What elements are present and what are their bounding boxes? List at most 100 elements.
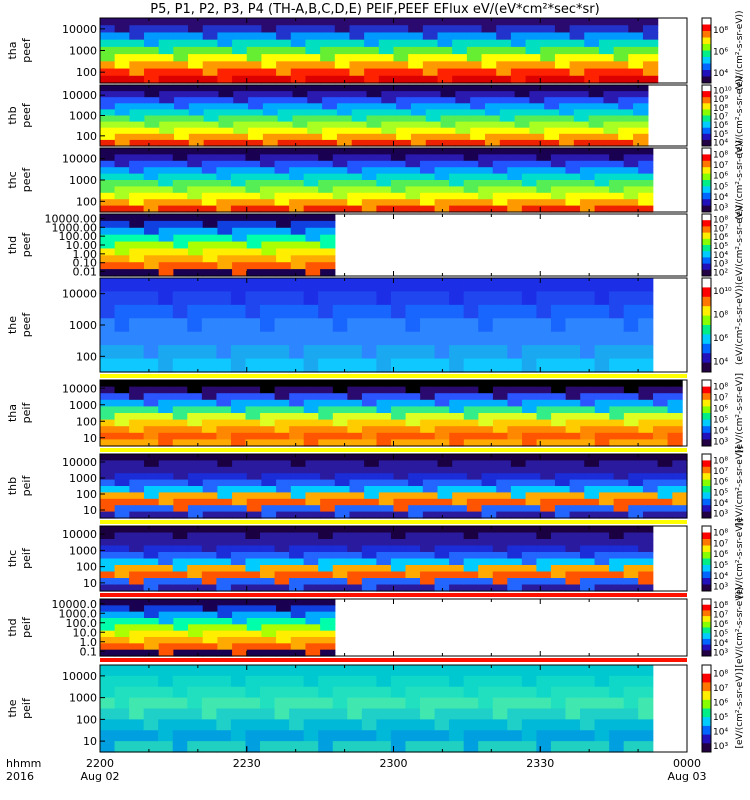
heatmap-cell (158, 558, 174, 566)
heatmap-cell (463, 571, 479, 579)
heatmap-cell (580, 532, 596, 540)
heatmap-cell (536, 539, 552, 547)
heatmap-cell (573, 91, 590, 98)
heatmap-cell (478, 439, 494, 447)
heatmap-cell (289, 665, 305, 677)
colorbar-tick-label: 10⁷ (713, 684, 728, 694)
heatmap-cell (420, 571, 436, 579)
heatmap-cell (307, 133, 323, 141)
heatmap-cell (274, 345, 290, 360)
colorbar-tick-label: 10⁵ (713, 561, 728, 571)
heatmap-cell (573, 103, 590, 110)
heatmap-cell (201, 173, 217, 181)
heatmap-cell (347, 199, 363, 207)
heatmap-cell (172, 358, 188, 373)
heatmap-cell (188, 248, 204, 256)
colorbar-segment (702, 460, 711, 468)
heatmap-cell (290, 68, 307, 77)
heatmap-cell (492, 291, 508, 306)
heatmap-cell (410, 139, 427, 147)
heatmap-cell (623, 148, 639, 155)
heatmap-cell (514, 91, 531, 98)
heatmap-cell (203, 115, 220, 123)
heatmap-cell (449, 199, 465, 207)
heatmap-cell (303, 331, 319, 346)
heatmap-cell (158, 248, 174, 256)
heatmap-cell (100, 214, 116, 222)
heatmap-cell (449, 406, 465, 414)
heatmap-cell (478, 393, 494, 401)
heatmap-cell (536, 345, 552, 360)
heatmap-cell (536, 526, 552, 534)
heatmap-cell (332, 406, 348, 414)
heatmap-cell (143, 526, 159, 534)
heatmap-cell (529, 91, 545, 98)
colorbar-label: [eV/(cm²-s-sr-eV)] (735, 373, 745, 453)
colorbar-segment (702, 315, 711, 326)
heatmap-cell (452, 473, 468, 481)
heatmap-cell (174, 121, 190, 129)
heatmap-cell (303, 419, 319, 427)
colorbar-tick-label: 10⁸ (713, 456, 728, 466)
heatmap-cell (536, 205, 552, 213)
heatmap-cell (143, 331, 159, 346)
heatmap-cell (289, 278, 305, 293)
heatmap-cell (143, 205, 159, 213)
heatmap-cell (420, 532, 436, 540)
heatmap-cell (187, 730, 203, 742)
heatmap-cell (492, 741, 508, 753)
heatmap-cell (158, 552, 174, 560)
heatmap-cell (332, 686, 348, 699)
heatmap-cell (366, 85, 382, 92)
x-tick-label: 2300 (380, 757, 408, 770)
heatmap-cell (347, 571, 363, 579)
heatmap-cell (187, 291, 203, 306)
heatmap-cell (405, 399, 421, 407)
heatmap-cell (478, 304, 494, 319)
heatmap-cell (536, 413, 552, 421)
heatmap-cell (376, 413, 392, 421)
heatmap-cell (230, 419, 247, 427)
colorbar-segment (702, 571, 711, 579)
heatmap-cell (361, 730, 377, 742)
heatmap-cell (361, 565, 377, 573)
x-tick-date: Aug 02 (81, 770, 120, 783)
heatmap-cell (216, 192, 232, 200)
heatmap-cell (276, 32, 292, 41)
heatmap-cell (318, 192, 334, 200)
heatmap-cell (303, 399, 319, 407)
colorbar-segment (702, 245, 711, 252)
heatmap-cell (420, 697, 436, 710)
heatmap-cell (305, 255, 321, 263)
heatmap-cell (536, 386, 552, 394)
heatmap-cell (613, 61, 629, 70)
heatmap-cell (245, 304, 261, 319)
heatmap-cell (173, 234, 189, 243)
heatmap-cell (478, 708, 494, 720)
heatmap-cell (144, 505, 160, 513)
colorbar-tick-label: 10⁴ (713, 572, 728, 582)
heatmap-cell (466, 492, 483, 500)
heatmap-cell (114, 115, 131, 123)
heatmap-cell (100, 318, 116, 333)
heatmap-cell (217, 611, 233, 619)
heatmap-cell (100, 345, 116, 360)
heatmap-cell (261, 214, 277, 222)
heatmap-cell (129, 511, 145, 519)
heatmap-cell (554, 75, 571, 84)
heatmap-cell (129, 205, 145, 213)
heatmap-cell (594, 386, 610, 394)
heatmap-cell (143, 552, 159, 560)
heatmap-cell (100, 269, 116, 277)
heatmap-cell (478, 148, 494, 155)
heatmap-cell (672, 466, 688, 474)
heatmap-cell (376, 532, 392, 540)
colorbar-segment (702, 627, 711, 634)
heatmap-cell (584, 498, 600, 506)
heatmap-cell (100, 262, 116, 270)
heatmap-cell (143, 730, 159, 742)
heatmap-cell (289, 565, 305, 573)
heatmap-cell (507, 697, 523, 710)
heatmap-cell (455, 127, 471, 135)
heatmap-cell (521, 331, 537, 346)
